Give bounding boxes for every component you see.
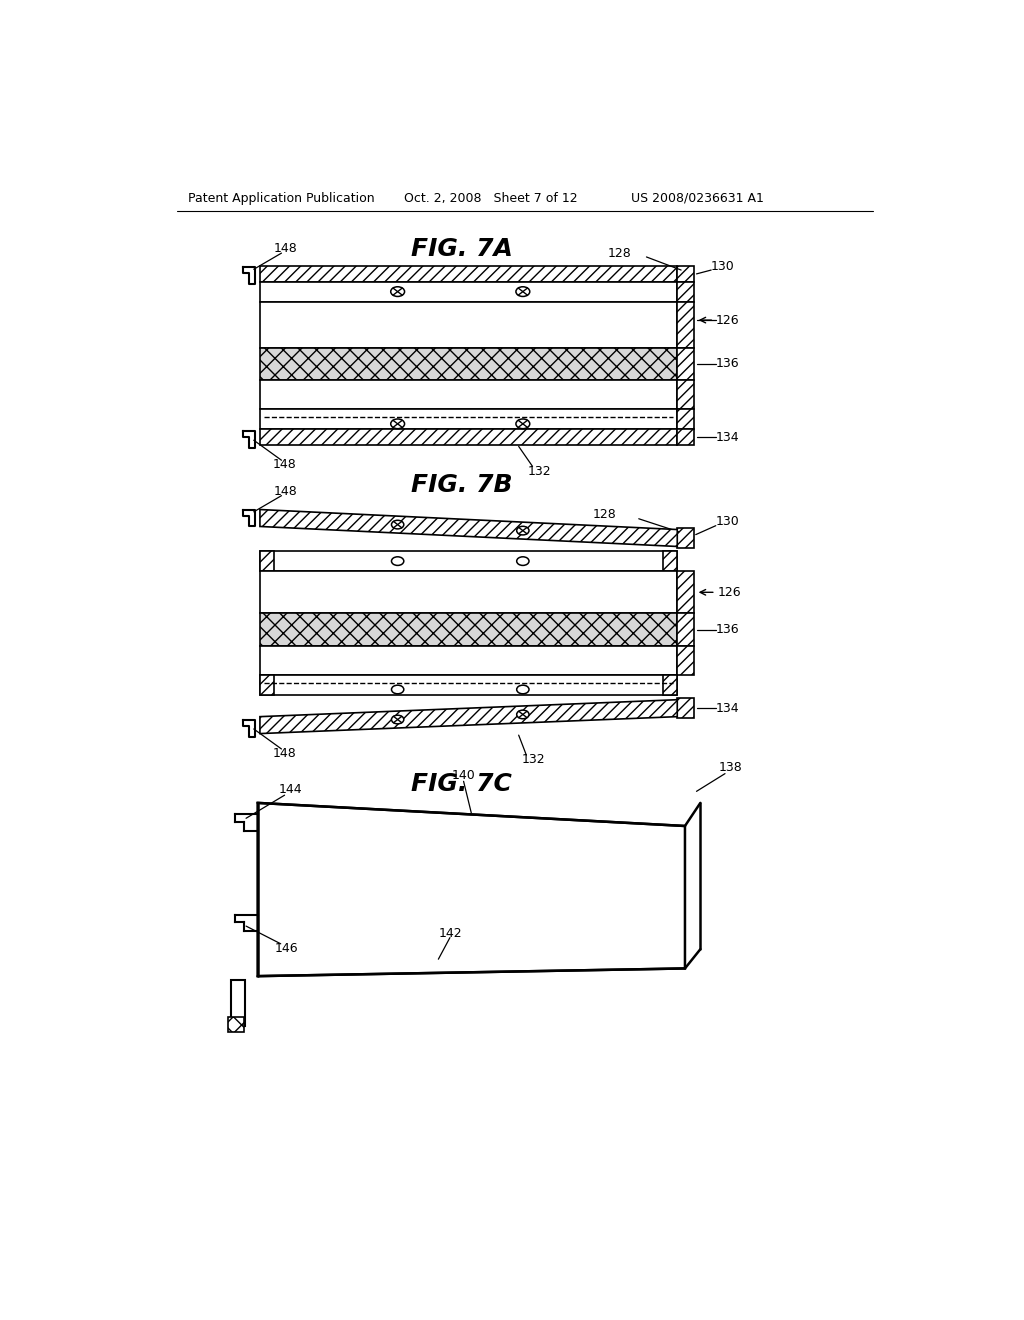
Text: 126: 126 [716,314,739,326]
Text: 130: 130 [716,515,739,528]
Text: 148: 148 [272,747,296,760]
Bar [677,267,694,281]
Text: 148: 148 [273,484,298,498]
Bar [677,698,694,718]
Bar [677,572,694,614]
Bar [664,675,677,696]
Bar [260,645,677,675]
Ellipse shape [391,286,404,297]
Bar [664,552,677,572]
Ellipse shape [391,557,403,565]
Text: 134: 134 [716,702,739,714]
Bar [260,267,677,281]
Text: FIG. 7A: FIG. 7A [411,238,513,261]
Text: 126: 126 [717,586,741,599]
Text: 136: 136 [716,358,739,371]
Text: Patent Application Publication: Patent Application Publication [188,191,375,205]
Bar [260,302,677,348]
Polygon shape [258,803,685,977]
Text: 130: 130 [711,260,735,273]
Bar [260,409,677,429]
Polygon shape [260,510,677,546]
Bar [231,979,246,1026]
Bar [677,380,694,409]
Polygon shape [260,700,677,734]
Text: FIG. 7B: FIG. 7B [411,473,512,496]
Text: 128: 128 [593,508,616,520]
Text: 144: 144 [280,783,303,796]
Bar [677,281,694,302]
Text: FIG. 7C: FIG. 7C [412,772,512,796]
Text: 138: 138 [719,760,742,774]
Ellipse shape [516,418,529,429]
Bar [260,614,677,645]
Bar [677,614,694,645]
Text: Oct. 2, 2008   Sheet 7 of 12: Oct. 2, 2008 Sheet 7 of 12 [403,191,578,205]
Bar [677,409,694,429]
Bar [228,1016,244,1032]
Ellipse shape [391,685,403,694]
Bar [677,429,694,445]
Ellipse shape [517,527,529,535]
Text: 136: 136 [716,623,739,636]
Text: 140: 140 [452,768,476,781]
Text: 148: 148 [272,458,296,471]
Text: 132: 132 [522,754,546,767]
Bar [260,380,677,409]
Text: US 2008/0236631 A1: US 2008/0236631 A1 [631,191,764,205]
Bar [260,552,273,572]
Ellipse shape [391,715,403,723]
Ellipse shape [391,520,403,529]
Ellipse shape [391,418,404,429]
Ellipse shape [517,557,529,565]
Bar [260,348,677,380]
Text: 146: 146 [274,942,298,954]
Bar [677,528,694,548]
Bar [677,302,694,348]
Bar [260,675,273,696]
Ellipse shape [517,685,529,694]
Text: 148: 148 [273,242,298,255]
Bar [260,675,677,696]
Text: 134: 134 [716,430,739,444]
Text: 142: 142 [438,927,462,940]
Bar [260,552,677,572]
Ellipse shape [517,710,529,719]
Bar [677,348,694,380]
Bar [677,645,694,675]
Text: 128: 128 [608,247,632,260]
Bar [260,572,677,614]
Text: 132: 132 [528,465,552,478]
Bar [260,281,677,302]
Bar [260,429,677,445]
Ellipse shape [516,286,529,297]
